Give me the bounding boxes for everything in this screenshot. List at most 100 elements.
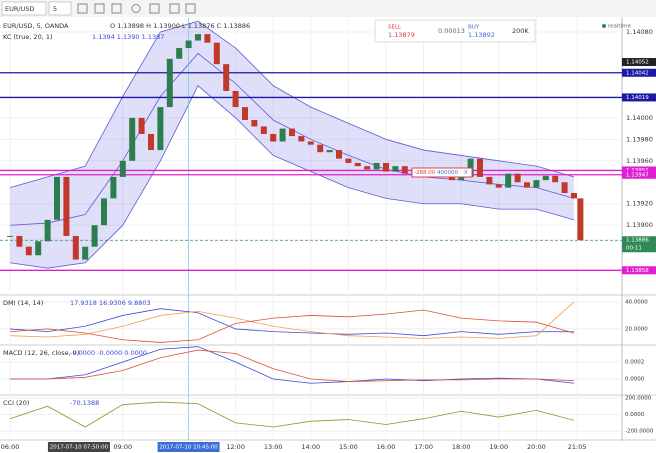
quantity[interactable]: 200K [512,27,529,35]
level-label: 1.13858 [626,268,649,274]
candle [25,246,32,256]
candle [16,235,23,247]
candle [476,158,483,177]
candle [552,175,559,183]
buy-label[interactable]: BUY [468,25,480,31]
x-tick-label: 13:00 [264,443,283,451]
level-label-bg [622,266,656,275]
x-tick-label: 09:00 [113,443,132,451]
level-label-bg [622,170,656,179]
order-qty: 400000 [437,170,458,176]
y-tick-label: 1.14080 [626,28,653,36]
interval-button[interactable] [48,1,72,16]
realtime: realtime [608,24,631,30]
candle [523,182,530,188]
candle [166,58,173,108]
realtime-dot [602,24,606,28]
toolbar-icon[interactable] [77,3,88,14]
sell-label[interactable]: SELL [388,25,402,31]
y-tick-label: 40.0000 [625,299,648,305]
y-tick-label: 1.14000 [626,114,653,122]
candle [533,180,540,188]
x-tick-label: 19:00 [489,443,508,451]
toolbar-icon[interactable] [185,3,196,14]
candle [91,225,98,247]
indicator-line [9,401,575,428]
y-tick-label: 1.13960 [626,157,653,165]
order-line-box[interactable] [411,167,473,178]
candle [44,219,51,242]
toolbar-icon[interactable] [169,3,180,14]
candle [382,162,389,172]
candle [401,166,408,174]
sell-price[interactable]: 1.13879 [388,31,415,39]
candle [270,133,277,142]
x-tick-label: 21:05 [568,443,587,451]
candle [392,166,399,172]
countdown: 00:11 [626,246,642,252]
candle [505,173,512,188]
kc-upper [9,20,575,189]
candle [82,246,89,260]
pane-readout: 17.9318 16.9306 9.8803 [70,299,151,307]
legend-kc-values: 1.1394 1.1390 1.1387 [92,33,164,41]
level-label-bg [622,93,656,102]
y-tick-label: -200.0000 [625,429,654,435]
x-tick-label: 17:00 [414,443,433,451]
level-label: 1.14019 [626,95,649,101]
candle [147,133,154,151]
candle [317,144,324,153]
order-close[interactable]: X [464,170,468,176]
pane-readout: -70.1388 [70,399,99,407]
candle [288,128,295,137]
x-tick-label: 14:00 [301,443,320,451]
candle [232,91,239,108]
candle [176,48,183,59]
candle [354,162,361,167]
y-tick-label: 1.13980 [626,135,653,143]
candle [213,42,220,65]
candle [157,107,164,151]
toolbar-icon[interactable] [149,3,160,14]
candle [345,158,352,163]
candle [241,107,248,120]
settings-icon[interactable] [131,4,141,13]
candle [251,119,258,127]
candle [119,160,126,177]
legend-title: EUR/USD, 5, OANDA [3,22,69,30]
indicator-line [10,349,575,382]
candle [260,126,267,134]
candle [570,193,577,199]
y-tick-label: 0.0000 [625,377,645,383]
candle [514,173,521,183]
candle [298,136,305,142]
x-tick-label: 20:00 [527,443,546,451]
trade-panel [374,19,536,43]
toolbar-icon[interactable] [94,3,105,14]
candle [279,128,286,142]
level-label: 1.14052 [626,60,649,66]
candle [63,176,70,236]
symbol: EUR/USD [5,5,34,13]
y-tick-label: 1.13920 [626,200,653,208]
kc-band [10,21,574,269]
candle [542,175,549,181]
legend-kc: KC (true, 20, 1) [3,33,53,41]
candle [72,235,79,260]
y-tick-label: 200.0000 [625,395,652,401]
candle [448,175,455,181]
candle [577,198,584,241]
symbol-input[interactable] [1,1,47,16]
level-label: 1.13947 [626,172,649,178]
buy-price[interactable]: 1.13892 [468,31,495,39]
level-label: 1.13886 [626,238,649,244]
indicator-line [9,301,575,339]
toolbar-icon[interactable] [111,3,122,14]
x-tick-label: 15:00 [339,443,358,451]
cursor-label-bg [157,442,220,452]
x-tick-label: 12:00 [226,443,245,451]
candle [138,117,145,134]
cursor-label: 2017-07-10 10:45:00 [159,445,218,451]
pane-name: CCI (20) [3,399,29,407]
